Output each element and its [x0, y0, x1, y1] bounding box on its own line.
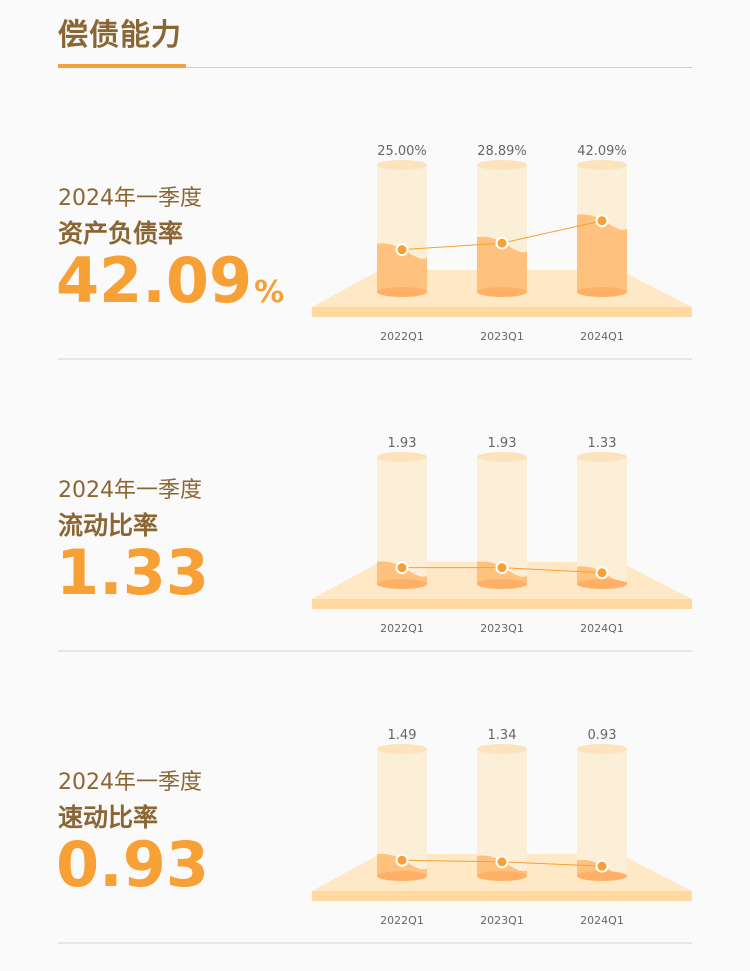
cylinder-base: [577, 287, 627, 297]
platform-front: [312, 599, 692, 609]
metric-number: 1.33: [56, 536, 209, 609]
cylinder-top: [577, 744, 627, 754]
metric-value: 1.33: [56, 542, 209, 604]
section-quick-ratio: 2024年一季度 速动比率 0.93 1.49 2022Q1 1.34 2023Q1 0…: [0, 714, 750, 971]
data-label: 1.49: [388, 728, 417, 743]
metric-name: 流动比率: [58, 511, 159, 540]
cylinder-body: [577, 749, 627, 876]
period-label: 2024年一季度: [58, 770, 202, 795]
cylinder-top: [377, 160, 427, 170]
cylinder-base: [377, 287, 427, 297]
cylinder-top: [577, 452, 627, 462]
chart-quick-ratio: 1.49 2022Q1 1.34 2023Q1 0.93 2024Q1: [312, 728, 692, 927]
data-label: 0.93: [588, 728, 617, 743]
x-tick-label: 2022Q1: [380, 622, 424, 635]
x-tick-label: 2023Q1: [480, 914, 524, 927]
cylinder-base: [477, 287, 527, 297]
title-accent-bar: [58, 64, 186, 68]
cylinder-top: [477, 452, 527, 462]
data-point: [595, 214, 609, 228]
bar-fill: [577, 214, 627, 292]
cylinder-base: [577, 871, 627, 881]
metric-value: 42.09%: [56, 250, 284, 312]
x-tick-label: 2022Q1: [380, 330, 424, 343]
section-divider: [58, 358, 692, 360]
period-label: 2024年一季度: [58, 186, 202, 211]
bar-fill: [477, 236, 527, 292]
cylinder-top: [577, 160, 627, 170]
cylinder-base: [477, 579, 527, 589]
platform-front: [312, 307, 692, 317]
x-tick-label: 2023Q1: [480, 622, 524, 635]
x-tick-label: 2023Q1: [480, 330, 524, 343]
cylinder-body: [477, 749, 527, 876]
x-tick-label: 2022Q1: [380, 914, 424, 927]
bar-fill: [377, 243, 427, 292]
cylinder-body: [577, 457, 627, 584]
x-tick-label: 2024Q1: [580, 622, 624, 635]
chart-current-ratio: 1.93 2022Q1 1.93 2023Q1 1.33 2024Q1: [312, 436, 692, 635]
data-point: [395, 561, 409, 575]
data-label: 1.33: [588, 436, 617, 451]
section-debt-ratio: 2024年一季度 资产负债率 42.09% 25.00% 2022Q1 28.89%…: [0, 130, 750, 422]
cylinder-base: [377, 871, 427, 881]
platform-front: [312, 891, 692, 901]
page-title: 偿债能力: [58, 18, 182, 53]
cylinder-top: [477, 160, 527, 170]
data-label: 28.89%: [477, 144, 527, 159]
metric-unit: %: [254, 275, 285, 310]
data-point: [495, 561, 509, 575]
title-divider: [58, 67, 692, 68]
data-label: 1.93: [388, 436, 417, 451]
metric-number: 42.09: [56, 244, 253, 317]
period-label: 2024年一季度: [58, 478, 202, 503]
metric-name: 资产负债率: [58, 219, 184, 248]
metric-value: 0.93: [56, 834, 209, 896]
data-label: 1.34: [488, 728, 517, 743]
data-point: [395, 853, 409, 867]
cylinder-top: [377, 744, 427, 754]
cylinder-base: [477, 871, 527, 881]
cylinder-top: [477, 744, 527, 754]
data-point: [495, 236, 509, 250]
metric-number: 0.93: [56, 828, 209, 901]
data-point: [495, 855, 509, 869]
section-divider: [58, 942, 692, 944]
chart-debt-ratio: 25.00% 2022Q1 28.89% 2023Q1 42.09% 2024Q1: [312, 144, 692, 343]
data-point: [595, 566, 609, 580]
section-divider: [58, 650, 692, 652]
metric-name: 速动比率: [58, 803, 159, 832]
data-label: 42.09%: [577, 144, 627, 159]
cylinder-top: [377, 452, 427, 462]
cylinder-base: [577, 579, 627, 589]
x-tick-label: 2024Q1: [580, 914, 624, 927]
data-label: 1.93: [488, 436, 517, 451]
data-label: 25.00%: [377, 144, 427, 159]
x-tick-label: 2024Q1: [580, 330, 624, 343]
section-current-ratio: 2024年一季度 流动比率 1.33 1.93 2022Q1 1.93 2023Q1 1…: [0, 422, 750, 714]
cylinder-base: [377, 579, 427, 589]
data-point: [395, 243, 409, 257]
data-point: [595, 859, 609, 873]
